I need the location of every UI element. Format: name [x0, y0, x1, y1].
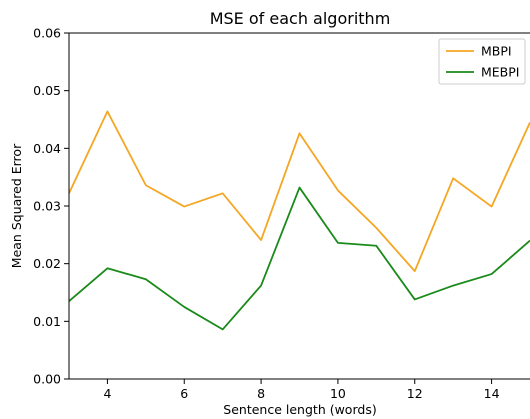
x-tick-label: 12 [407, 386, 423, 401]
y-tick-label: 0.02 [33, 256, 61, 271]
x-tick-label: 8 [257, 386, 265, 401]
series-line-mebpi [69, 186, 530, 331]
legend-label-mebpi: MEBPI [481, 65, 519, 80]
x-axis-label: Sentence length (words) [223, 402, 376, 417]
y-axis-label: Mean Squared Error [9, 143, 24, 268]
y-ticks: 0.00 0.01 0.02 0.03 0.04 0.05 0.06 [33, 26, 69, 387]
y-tick-label: 0.03 [33, 199, 61, 214]
legend: MBPI MEBPI [438, 38, 526, 85]
legend-label-mbpi: MBPI [481, 44, 512, 59]
x-tick-label: 10 [330, 386, 346, 401]
x-tick-label: 4 [103, 386, 111, 401]
series-line-mbpi [69, 110, 530, 273]
series-layer [69, 110, 530, 331]
y-tick-label: 0.01 [33, 314, 61, 329]
x-tick-label: 6 [180, 386, 188, 401]
y-tick-label: 0.04 [33, 141, 61, 156]
y-tick-label: 0.05 [33, 83, 61, 98]
x-ticks: 4 6 8 10 12 14 [103, 379, 500, 401]
y-tick-label: 0.00 [33, 372, 61, 387]
chart-title: MSE of each algorithm [210, 9, 391, 28]
x-tick-label: 14 [484, 386, 500, 401]
y-tick-label: 0.06 [33, 26, 61, 41]
